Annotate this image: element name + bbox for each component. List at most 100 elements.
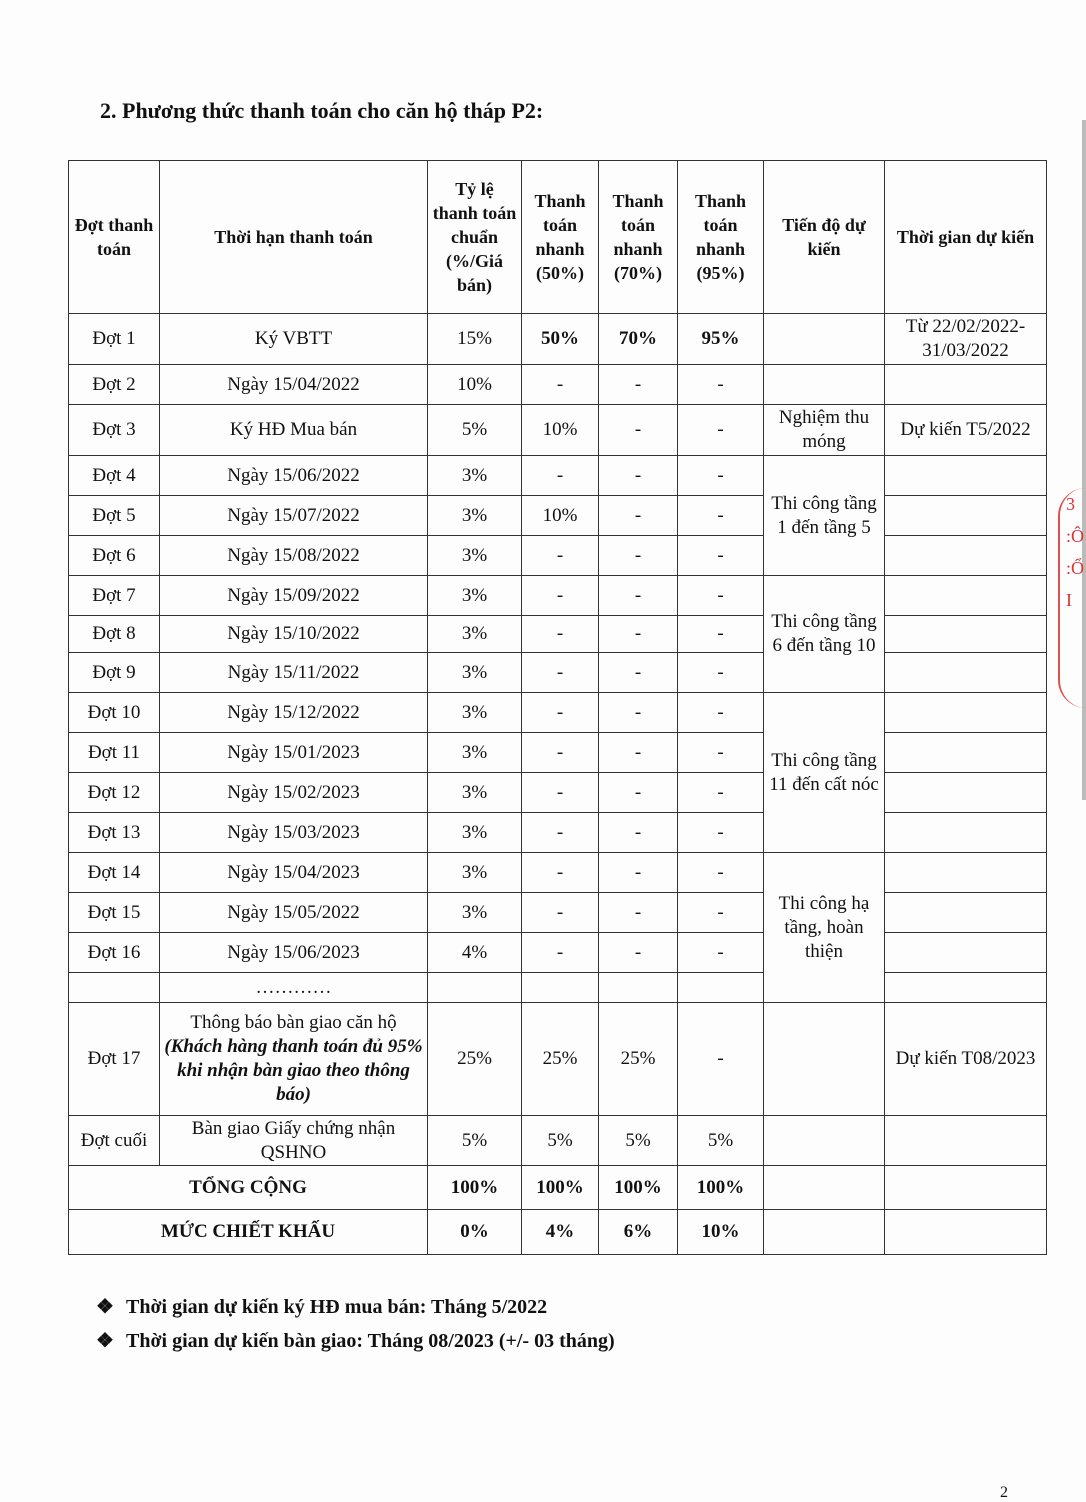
payment-term-cell: ………… [159,972,428,1003]
discount-row-label: MỨC CHIẾT KHẤU [68,1209,428,1255]
payment-term-cell: Ngày 15/02/2023 [159,772,428,813]
discount-row-value: 0% [427,1209,522,1255]
installment-cell [68,972,160,1003]
table-row: Đợt 17 Thông báo bàn giao căn hộ (Khách hà… [68,1002,1047,1116]
standard-rate-cell: 10% [427,364,522,405]
installment-cell: Đợt 2 [68,364,160,405]
table-row: Đợt 11 Ngày 15/01/2023 3% - - - [68,732,1047,773]
table-row: Đợt 2 Ngày 15/04/2022 10% - - - [68,364,1047,405]
payment-term-cell: Ngày 15/06/2022 [159,455,428,496]
standard-rate-cell: 3% [427,732,522,773]
header-cell: Tiến độ dự kiến [763,160,885,314]
note-item: ❖ Thời gian dự kiến ký HĐ mua bán: Tháng … [96,1290,615,1324]
progress-cell: Thi công tầng 1 đến tầng 5 [763,455,885,576]
table-row: ………… [68,972,1047,1003]
installment-cell: Đợt 17 [68,1002,160,1116]
table-row: Đợt 3 Ký HĐ Mua bán 5% 10% - - Nghiệm thu móng… [68,404,1047,456]
standard-rate-cell: 3% [427,772,522,813]
table-row: Đợt 8 Ngày 15/10/2022 3% - - - [68,615,1047,653]
fast-70-cell: 5% [598,1115,678,1166]
payment-term-cell: Thông báo bàn giao căn hộ (Khách hàng tha… [159,1002,428,1116]
table-row: Đợt 14 Ngày 15/04/2023 3% - - - Thi công hạ tầ… [68,852,1047,1003]
installment-cell: Đợt 6 [68,535,160,576]
installment-cell: Đợt cuối [68,1115,160,1166]
header-cell: Thanh toán nhanh (70%) [598,160,678,314]
installment-cell: Đợt 1 [68,313,160,365]
total-row-label: TỔNG CỘNG [68,1165,428,1210]
expected-time-cell [884,1165,1047,1210]
fast-95-cell: - [677,852,764,893]
expected-time-cell [884,772,1047,813]
payment-term-cell: Bàn giao Giấy chứng nhận QSHNO [159,1115,428,1166]
header-cell: Thời hạn thanh toán [159,160,428,314]
expected-time-cell [884,495,1047,536]
payment-term-cell: Ký VBTT [159,313,428,365]
installment-cell: Đợt 11 [68,732,160,773]
fast-70-cell: - [598,364,678,405]
payment-term-cell: Ngày 15/08/2022 [159,535,428,576]
fast-50-cell: - [521,732,599,773]
fast-50-cell: 5% [521,1115,599,1166]
expected-time-cell [884,455,1047,496]
expected-time-cell: Từ 22/02/2022-31/03/2022 [884,313,1047,365]
fast-50-cell: - [521,772,599,813]
payment-term-cell: Ký HĐ Mua bán [159,404,428,456]
discount-row-value: 6% [598,1209,678,1255]
progress-cell [763,313,885,365]
installment-cell: Đợt 4 [68,455,160,496]
fast-95-cell: - [677,495,764,536]
fast-95-cell: 95% [677,313,764,365]
expected-time-cell [884,732,1047,773]
fast-70-cell: - [598,455,678,496]
payment-term-cell: Ngày 15/01/2023 [159,732,428,773]
table-row: Đợt 6 Ngày 15/08/2022 3% - - - [68,535,1047,576]
table-row: Đợt 4 Ngày 15/06/2022 3% - - - Thi công tầng 1… [68,455,1047,576]
fast-70-cell: - [598,575,678,616]
installment-cell: Đợt 14 [68,852,160,893]
fast-70-cell: - [598,535,678,576]
standard-rate-cell: 25% [427,1002,522,1116]
fast-50-cell: - [521,852,599,893]
standard-rate-cell: 3% [427,892,522,933]
fast-70-cell: - [598,932,678,973]
payment-term-cell: Ngày 15/04/2023 [159,852,428,893]
payment-term-note: (Khách hàng thanh toán đủ 95% khi nhận b… [164,1036,423,1105]
fast-95-cell: - [677,932,764,973]
payment-term-cell: Ngày 15/06/2023 [159,932,428,973]
progress-cell [763,1002,885,1116]
table-row: Đợt 7 Ngày 15/09/2022 3% - - - Thi công tầng 6… [68,575,1047,693]
standard-rate-cell: 3% [427,455,522,496]
fast-50-cell: - [521,455,599,496]
fast-70-cell: 25% [598,1002,678,1116]
expected-time-cell: Dự kiến T08/2023 [884,1002,1047,1116]
fast-50-cell: 50% [521,313,599,365]
total-row-value: 100% [677,1165,764,1210]
progress-cell [763,364,885,405]
page-number: 2 [1000,1484,1008,1501]
installment-cell: Đợt 15 [68,892,160,933]
fast-70-cell: - [598,404,678,456]
header-cell: Thanh toán nhanh (95%) [677,160,764,314]
fast-95-cell: - [677,575,764,616]
header-cell: Thanh toán nhanh (50%) [521,160,599,314]
page-edge [1082,120,1086,800]
header-row: Đợt thanh toán Thời hạn thanh toán Tỷ lệ… [68,160,1047,314]
standard-rate-cell: 3% [427,652,522,693]
payment-term-cell: Ngày 15/10/2022 [159,615,428,653]
fast-95-cell [677,972,764,1003]
fast-70-cell: - [598,892,678,933]
fast-70-cell: - [598,852,678,893]
installment-cell: Đợt 3 [68,404,160,456]
fast-70-cell: - [598,652,678,693]
expected-time-cell [884,364,1047,405]
installment-cell: Đợt 5 [68,495,160,536]
installment-cell: Đợt 8 [68,615,160,653]
fast-50-cell: - [521,932,599,973]
fast-95-cell: - [677,455,764,496]
expected-time-cell [884,892,1047,933]
progress-cell: Thi công hạ tầng, hoàn thiện [763,852,885,1003]
installment-cell: Đợt 12 [68,772,160,813]
fast-95-cell: - [677,652,764,693]
fast-95-cell: - [677,404,764,456]
installment-cell: Đợt 9 [68,652,160,693]
